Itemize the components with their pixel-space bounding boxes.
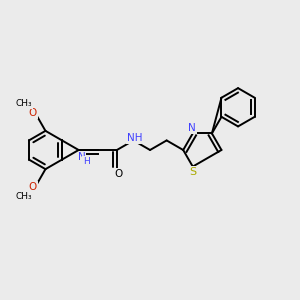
Text: O: O [29,182,37,192]
Text: CH₃: CH₃ [15,192,32,201]
Text: S: S [189,167,196,177]
Text: O: O [29,108,37,118]
Text: CH₃: CH₃ [15,99,32,108]
Text: H: H [83,157,90,166]
Text: O: O [114,169,122,178]
Text: N: N [78,152,86,162]
Text: NH: NH [127,133,143,143]
Text: N: N [188,123,196,133]
